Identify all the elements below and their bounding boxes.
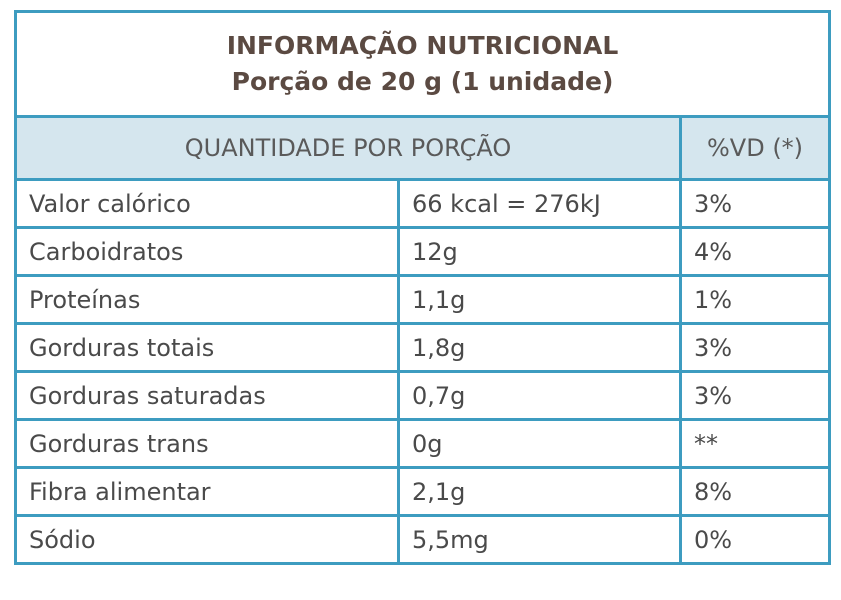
data-cell: Valor calórico [14,178,400,229]
header-cell: %VD (*) [678,115,832,181]
title-row: INFORMAÇÃO NUTRICIONAL Porção de 20 g (1… [13,10,832,118]
data-cell: 8% [678,466,832,517]
data-cell: ** [678,418,832,469]
data-cell: 12g [397,226,682,277]
data-cell: 1,1g [397,274,682,325]
data-cell: Fibra alimentar [14,466,400,517]
data-cell: 1% [678,274,832,325]
header-row: QUANTIDADE POR PORÇÃO %VD (*) [14,115,832,181]
data-cell: Proteínas [14,274,400,325]
data-cell: 5,5mg [397,514,682,565]
data-cell: Sódio [14,514,400,565]
data-cell: Gorduras trans [14,418,400,469]
data-cell: Carboidratos [14,226,400,277]
data-cell: 4% [678,226,832,277]
data-row: Gorduras saturadas 0,7g 3% [14,370,832,421]
data-cell: 0,7g [397,370,682,421]
data-cell: 3% [678,322,832,373]
data-cell: 1,8g [397,322,682,373]
data-row: Carboidratos 12g 4% [14,226,832,277]
data-cell: Gorduras saturadas [14,370,400,421]
data-cell: Gorduras totais [14,322,400,373]
title-cell: INFORMAÇÃO NUTRICIONAL Porção de 20 g (1… [13,10,832,118]
data-cell: 3% [678,178,832,229]
nutrition-table: INFORMAÇÃO NUTRICIONAL Porção de 20 g (1… [13,10,832,565]
data-row: Gorduras totais 1,8g 3% [14,322,832,373]
data-row: Valor calórico 66 kcal = 276kJ 3% [14,178,832,229]
title: INFORMAÇÃO NUTRICIONAL [226,31,619,60]
data-cell: 0g [397,418,682,469]
data-cell: 66 kcal = 276kJ [397,178,682,229]
data-row: Fibra alimentar 2,1g 8% [14,466,832,517]
data-row: Sódio 5,5mg 0% [14,514,832,565]
data-cell: 3% [678,370,832,421]
data-cell: 0% [678,514,832,565]
data-row: Gorduras trans 0g ** [14,418,832,469]
subtitle: Porção de 20 g (1 unidade) [231,67,614,96]
data-cell: 2,1g [397,466,682,517]
data-row: Proteínas 1,1g 1% [14,274,832,325]
header-cell: QUANTIDADE POR PORÇÃO [14,115,682,181]
